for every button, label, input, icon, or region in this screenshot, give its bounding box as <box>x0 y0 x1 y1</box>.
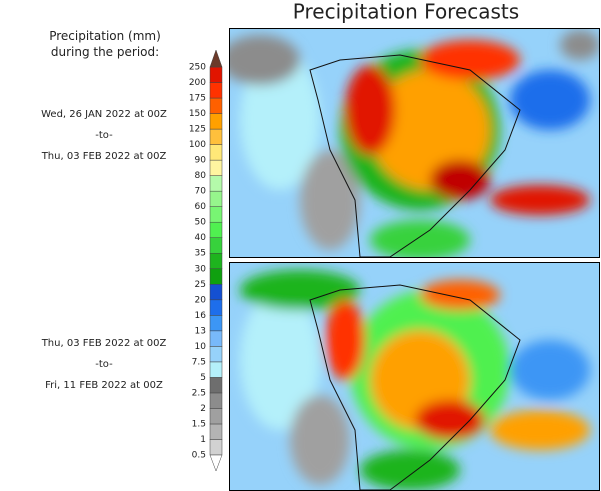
colorbar-over <box>209 49 223 68</box>
colorbar-label: 25 <box>195 280 206 290</box>
colorbar-under <box>209 454 223 472</box>
colorbar-label: 60 <box>195 202 207 212</box>
colorbar-label: 0.5 <box>192 451 206 461</box>
map-panel <box>230 263 599 490</box>
period-end: Fri, 11 FEB 2022 at 00Z <box>45 380 163 391</box>
colorbar-segment <box>209 284 223 301</box>
colorbar-segment <box>209 144 223 161</box>
colorbar-label: 2.5 <box>192 388 206 398</box>
colorbar-label: 125 <box>189 125 206 135</box>
colorbar-segment <box>209 346 223 363</box>
colorbar-segment <box>209 128 223 145</box>
period-sep: -to- <box>95 359 113 370</box>
colorbar-segment <box>209 439 223 456</box>
colorbar-segment <box>209 190 223 207</box>
colorbar-label: 5 <box>200 373 206 383</box>
colorbar-label: 200 <box>189 78 206 88</box>
colorbar-label: 70 <box>195 187 207 197</box>
map-frame <box>229 28 600 258</box>
colorbar-segment <box>209 221 223 238</box>
colorbar-label: 30 <box>195 264 207 274</box>
colorbar-label: 35 <box>195 249 206 259</box>
colorbar-segment <box>209 82 223 99</box>
colorbar-label: 250 <box>189 63 206 73</box>
colorbar-segment <box>209 299 223 316</box>
colorbar-label: 20 <box>195 295 207 305</box>
legend-title: during the period: <box>51 45 159 59</box>
colorbar-segment <box>209 423 223 440</box>
legend-title: Precipitation (mm) <box>49 29 161 43</box>
colorbar-label: 10 <box>195 342 207 352</box>
colorbar-segment <box>209 330 223 347</box>
colorbar-label: 150 <box>189 109 206 119</box>
colorbar-label: 80 <box>195 171 207 181</box>
colorbar-label: 175 <box>189 94 206 104</box>
colorbar-label: 2 <box>200 404 206 414</box>
colorbar-segment <box>209 175 223 192</box>
colorbar-segment <box>209 315 223 332</box>
period-sep: -to- <box>95 130 113 141</box>
period-start: Thu, 03 FEB 2022 at 00Z <box>41 338 167 349</box>
colorbar-segment <box>209 361 223 378</box>
colorbar-segment <box>209 113 223 130</box>
colorbar-label: 100 <box>189 140 206 150</box>
colorbar-segment <box>209 252 223 270</box>
colorbar-label: 16 <box>195 311 207 321</box>
title: Precipitation Forecasts <box>293 0 519 24</box>
colorbar-label: 50 <box>195 218 207 228</box>
colorbar-segment <box>209 237 223 254</box>
colorbar-segment <box>209 377 223 394</box>
colorbar-segment <box>209 268 223 285</box>
map-panel <box>230 29 599 257</box>
colorbar: 0.5 1 1.5 2 2.5 5 7.5 10 13 16 20 25 30 35 40 50 60 70 80 9… <box>189 49 223 472</box>
colorbar-label: 40 <box>195 233 207 243</box>
colorbar-segment <box>209 392 223 409</box>
colorbar-segment <box>209 159 223 176</box>
period-end: Thu, 03 FEB 2022 at 00Z <box>41 151 167 162</box>
period-start: Wed, 26 JAN 2022 at 00Z <box>41 109 167 120</box>
colorbar-segment <box>209 408 223 425</box>
colorbar-label: 1.5 <box>192 419 206 429</box>
colorbar-label: 13 <box>195 326 206 336</box>
colorbar-segment <box>209 66 223 83</box>
colorbar-label: 1 <box>200 435 206 445</box>
colorbar-segment <box>209 97 223 114</box>
colorbar-label: 90 <box>195 156 207 166</box>
colorbar-segment <box>209 206 223 223</box>
colorbar-label: 7.5 <box>192 357 206 367</box>
